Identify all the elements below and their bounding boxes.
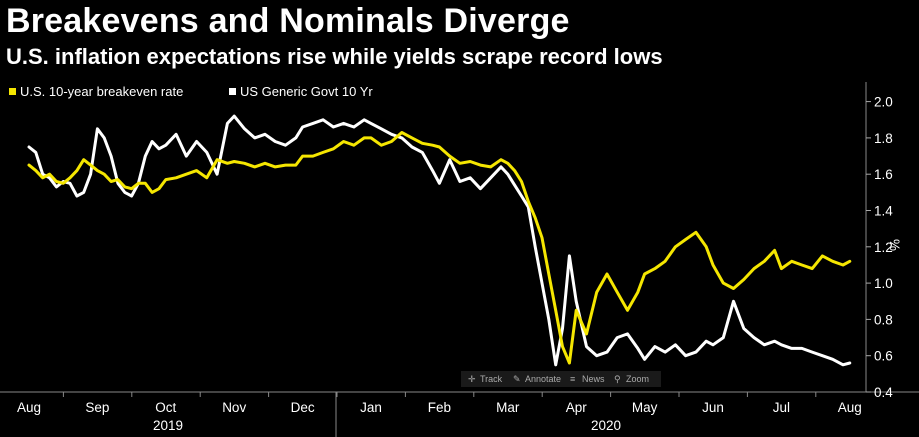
- year-label-2019: 2019: [153, 418, 183, 433]
- y-axis-label: %: [887, 239, 902, 251]
- magnifier-icon: ⚲: [614, 374, 621, 384]
- x-tick-label: Aug: [17, 400, 41, 415]
- y-tick-label: 0.6: [874, 349, 893, 364]
- chart-toolbar: ✛ Track ✎ Annotate ≡ News ⚲ Zoom: [461, 371, 661, 387]
- annotate-label: Annotate: [525, 374, 561, 384]
- chart-subtitle: U.S. inflation expectations rise while y…: [6, 44, 663, 69]
- crosshair-icon: ✛: [468, 374, 476, 384]
- chart-title: Breakevens and Nominals Diverge: [6, 2, 570, 40]
- x-tick-label: Aug: [838, 400, 862, 415]
- y-tick-label: 0.8: [874, 312, 893, 327]
- legend-label-breakeven: U.S. 10-year breakeven rate: [20, 84, 183, 99]
- x-tick-label: Jun: [702, 400, 724, 415]
- y-tick-label: 1.6: [874, 167, 893, 182]
- zoom-label: Zoom: [626, 374, 649, 384]
- x-tick-label: Nov: [222, 400, 246, 415]
- news-button[interactable]: ≡ News: [570, 374, 605, 384]
- pencil-icon: ✎: [513, 374, 521, 384]
- x-axis: Aug Sep Oct Nov Dec Jan Feb Mar Apr May Jun Jul Aug 2…: [17, 392, 862, 437]
- x-tick-label: Sep: [85, 400, 109, 415]
- y-tick-label: 1.0: [874, 276, 893, 291]
- series-line-breakeven: [27, 131, 852, 365]
- legend-label-treasury: US Generic Govt 10 Yr: [240, 84, 373, 99]
- year-label-2020: 2020: [591, 418, 621, 433]
- x-tick-label: Jan: [360, 400, 382, 415]
- y-tick-label: 1.4: [874, 204, 893, 219]
- news-label: News: [582, 374, 605, 384]
- legend: U.S. 10-year breakeven rate US Generic G…: [9, 84, 373, 99]
- legend-swatch-treasury: [229, 88, 236, 95]
- track-label: Track: [480, 374, 503, 384]
- x-tick-label: Feb: [428, 400, 451, 415]
- chart-toolbar-background: [461, 371, 661, 387]
- x-tick-label: Jul: [773, 400, 790, 415]
- x-tick-label: May: [632, 400, 658, 415]
- series-line-treasury: [27, 114, 852, 367]
- x-tick-label: Oct: [155, 400, 176, 415]
- x-tick-label: Mar: [496, 400, 520, 415]
- series-layer: [27, 114, 852, 367]
- news-icon: ≡: [570, 374, 575, 384]
- chart-background: [0, 76, 919, 437]
- zoom-button[interactable]: ⚲ Zoom: [614, 374, 649, 384]
- annotate-button[interactable]: ✎ Annotate: [513, 374, 561, 384]
- legend-swatch-breakeven: [9, 88, 16, 95]
- y-tick-label: 2.0: [874, 95, 893, 110]
- y-axis: 0.4 0.6 0.8 1.0 1.2 1.4 1.6 1.8 2.0: [866, 95, 893, 400]
- line-chart[interactable]: 0.4 0.6 0.8 1.0 1.2 1.4 1.6 1.8 2.0 Aug Sep Oct Nov…: [0, 76, 919, 437]
- track-button[interactable]: ✛ Track: [468, 374, 503, 384]
- y-tick-label: 1.8: [874, 131, 893, 146]
- x-tick-label: Apr: [566, 400, 588, 415]
- y-tick-label: 0.4: [874, 385, 893, 400]
- y-tick-label: 1.2: [874, 240, 893, 255]
- x-tick-label: Dec: [291, 400, 315, 415]
